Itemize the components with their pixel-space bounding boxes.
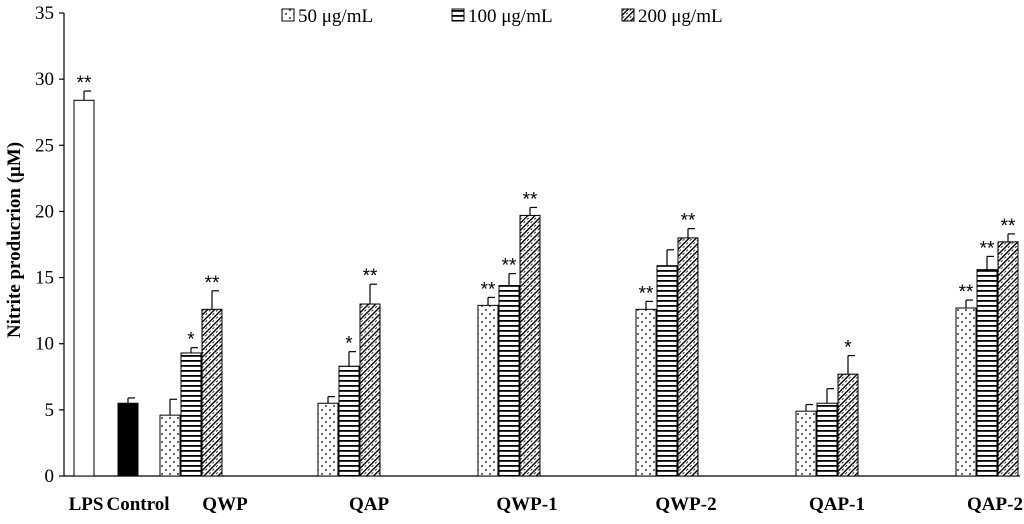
bar-qwp-series3 bbox=[201, 308, 223, 477]
significance-label: * bbox=[345, 334, 353, 355]
significance-label: ** bbox=[77, 73, 92, 94]
bar-qwp-series2 bbox=[180, 352, 202, 477]
bar-qap-2-series2 bbox=[976, 269, 998, 477]
bar-qap-series3 bbox=[359, 303, 381, 477]
y-tick-label: 10 bbox=[35, 334, 54, 355]
x-category-label: QAP-1 bbox=[809, 494, 865, 515]
legend-label: 50 μg/mL bbox=[298, 6, 373, 27]
significance-label: ** bbox=[639, 283, 654, 304]
bar-qap-series2 bbox=[338, 365, 360, 477]
bar-qap-2-series3 bbox=[997, 241, 1019, 477]
y-tick-label: 25 bbox=[35, 135, 54, 156]
axes: 0 5 10 15 20 25 30 35 bbox=[35, 3, 1020, 487]
significance-label: * bbox=[187, 330, 195, 351]
x-category-label: QWP-2 bbox=[655, 494, 716, 515]
bar-qwp-1-series1 bbox=[477, 304, 499, 477]
bar-qwp-2-series1 bbox=[635, 308, 657, 477]
y-tick-label: 15 bbox=[35, 268, 54, 289]
bar-qap-1-series1 bbox=[795, 410, 817, 477]
bar-qwp-1-series3 bbox=[519, 214, 541, 477]
bar-qap-1-series2 bbox=[816, 402, 838, 477]
significance-label: ** bbox=[681, 211, 696, 232]
y-tick-label: 5 bbox=[45, 400, 55, 421]
x-category-label: QWP bbox=[202, 494, 248, 515]
bar-qwp-1-series2 bbox=[498, 285, 520, 477]
bar-qap-1-series3 bbox=[837, 373, 859, 477]
legend-label: 200 μg/mL bbox=[638, 6, 723, 27]
y-tick-label: 0 bbox=[45, 466, 55, 487]
x-category-label: QAP bbox=[349, 494, 390, 515]
legend: 50 μg/mL 100 μg/mL 200 μg/mL bbox=[281, 6, 723, 27]
y-tick-label: 35 bbox=[35, 3, 54, 24]
significance-label: ** bbox=[502, 256, 517, 277]
bars bbox=[73, 90, 1019, 477]
bar-lps bbox=[73, 99, 95, 477]
x-category-label: Control bbox=[107, 494, 170, 515]
significance-label: ** bbox=[959, 282, 974, 303]
bar-qwp-2-series2 bbox=[656, 265, 678, 477]
significance-label: ** bbox=[205, 273, 220, 294]
bar-control bbox=[117, 402, 139, 477]
bar-qwp-2-series3 bbox=[677, 237, 699, 477]
significance-label: * bbox=[844, 338, 852, 359]
significance-label: ** bbox=[363, 266, 378, 287]
significance-label: ** bbox=[980, 238, 995, 259]
y-tick-label: 30 bbox=[35, 69, 54, 90]
legend-swatch bbox=[621, 8, 635, 22]
y-tick-label: 20 bbox=[35, 201, 54, 222]
bar-qap-series1 bbox=[317, 402, 339, 477]
legend-swatch bbox=[451, 8, 465, 22]
bar-qap-2-series1 bbox=[955, 307, 977, 477]
y-axis-label: Nitrite producrion (μM) bbox=[4, 142, 25, 338]
labels: **** ** *** ******* *********LPS Control QWP QA… bbox=[69, 73, 1023, 515]
legend-swatch bbox=[281, 8, 295, 22]
significance-label: ** bbox=[481, 279, 496, 300]
x-category-label: LPS bbox=[69, 494, 104, 515]
x-category-label: QAP-2 bbox=[967, 494, 1023, 515]
significance-label: ** bbox=[523, 189, 538, 210]
legend-label: 100 μg/mL bbox=[468, 6, 553, 27]
bar-qwp-series1 bbox=[159, 414, 181, 477]
x-category-label: QWP-1 bbox=[496, 494, 557, 515]
significance-label: ** bbox=[1001, 216, 1016, 237]
